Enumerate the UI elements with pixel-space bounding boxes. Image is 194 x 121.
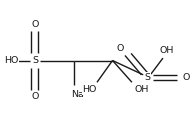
Text: OH: OH [160,46,174,55]
Text: O: O [183,73,190,82]
Text: S: S [32,56,38,65]
Text: HO: HO [4,56,18,65]
Text: O: O [31,20,39,29]
Text: S: S [145,73,150,82]
Text: OH: OH [134,85,149,94]
Text: O: O [31,92,39,101]
Text: HO: HO [82,85,96,94]
Text: Na: Na [71,90,84,99]
Text: O: O [117,44,124,53]
